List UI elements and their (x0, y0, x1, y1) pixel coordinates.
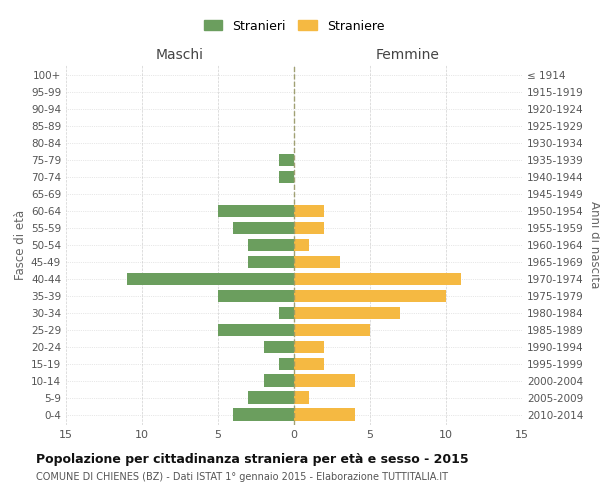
Bar (279, 358, 294, 370)
Bar (279, 170, 294, 183)
Bar (294, 392, 309, 404)
Bar (294, 324, 370, 336)
Bar (263, 374, 294, 387)
Bar (248, 256, 294, 268)
Bar (233, 222, 294, 234)
Bar (294, 272, 461, 285)
Text: Popolazione per cittadinanza straniera per età e sesso - 2015: Popolazione per cittadinanza straniera p… (36, 452, 469, 466)
Text: Maschi: Maschi (156, 48, 204, 62)
Bar (294, 408, 355, 421)
Bar (294, 306, 400, 320)
Bar (127, 272, 294, 285)
Bar (294, 238, 309, 252)
Bar (279, 306, 294, 320)
Bar (294, 358, 325, 370)
Legend: Stranieri, Straniere: Stranieri, Straniere (199, 14, 389, 38)
Bar (294, 340, 325, 353)
Bar (218, 204, 294, 218)
Bar (233, 408, 294, 421)
Bar (248, 392, 294, 404)
Bar (263, 340, 294, 353)
Text: COMUNE DI CHIENES (BZ) - Dati ISTAT 1° gennaio 2015 - Elaborazione TUTTITALIA.IT: COMUNE DI CHIENES (BZ) - Dati ISTAT 1° g… (36, 472, 448, 482)
Bar (218, 290, 294, 302)
Bar (294, 374, 355, 387)
Bar (248, 238, 294, 252)
Y-axis label: Anni di nascita: Anni di nascita (588, 202, 600, 288)
Y-axis label: Fasce di età: Fasce di età (14, 210, 27, 280)
Bar (294, 204, 325, 218)
Text: Femmine: Femmine (376, 48, 440, 62)
Bar (294, 290, 446, 302)
Bar (294, 222, 325, 234)
Bar (279, 154, 294, 166)
Bar (294, 256, 340, 268)
Bar (218, 324, 294, 336)
